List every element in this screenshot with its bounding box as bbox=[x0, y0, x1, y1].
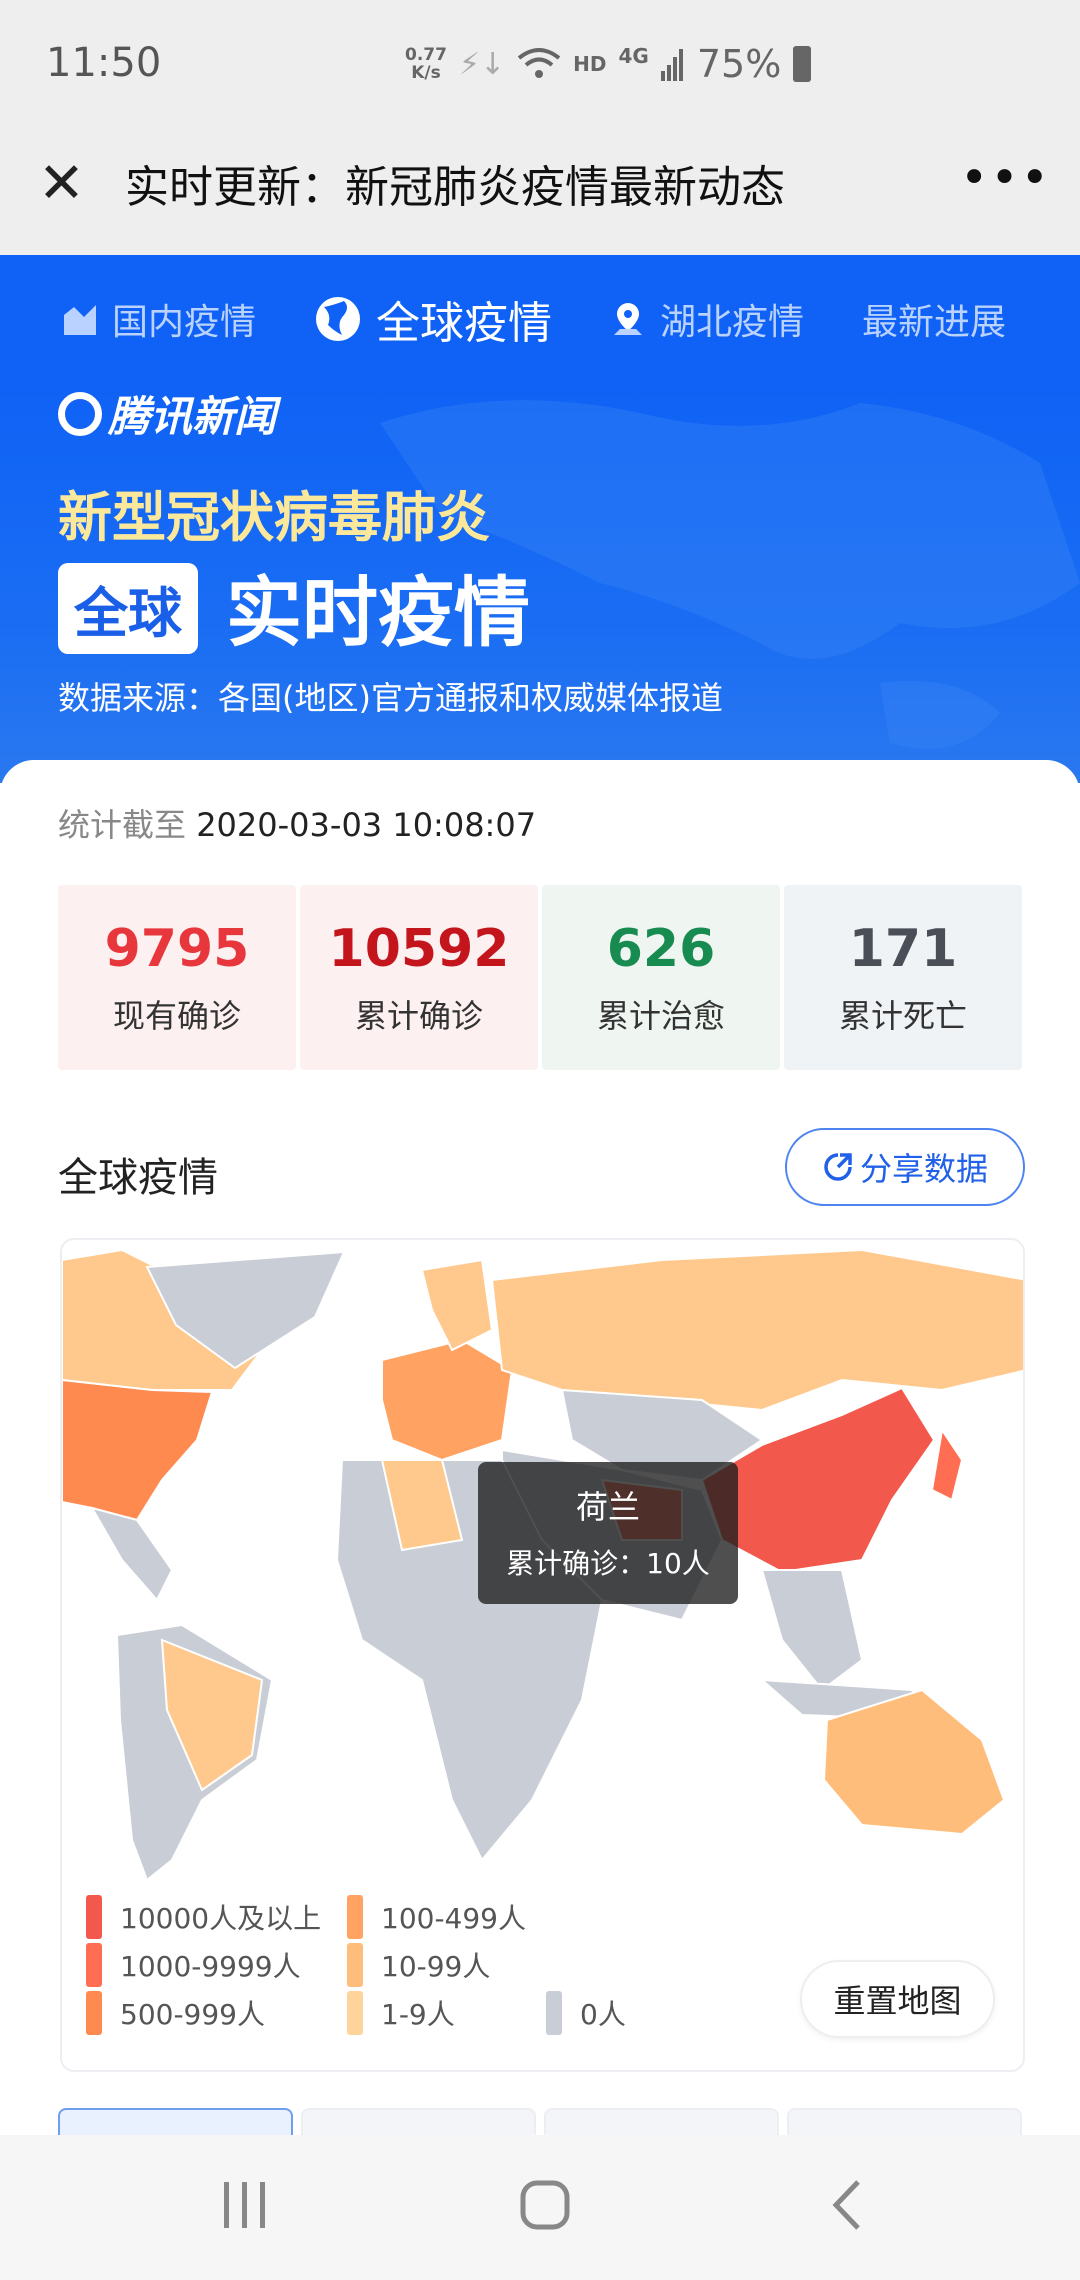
speed-unit: K/s bbox=[411, 63, 441, 83]
stat-total-confirmed: 10592 累计确诊 bbox=[300, 885, 538, 1070]
region-greenland bbox=[145, 1250, 346, 1370]
region-algeria bbox=[380, 1459, 464, 1552]
location-pin-icon bbox=[614, 303, 643, 335]
legend-label: 1000-9999人 bbox=[120, 1950, 301, 1983]
legend-item: 500-999人 bbox=[86, 1991, 265, 2035]
timestamp-value: 2020-03-03 10:08:07 bbox=[196, 806, 537, 844]
tencent-news-logo: 腾讯新闻 bbox=[58, 383, 276, 444]
page-title: 实时更新：新冠肺炎疫情最新动态 bbox=[125, 162, 785, 213]
stat-value: 171 bbox=[848, 918, 958, 979]
nav-tab-hubei[interactable]: 湖北疫情 bbox=[610, 293, 804, 345]
stat-label: 现有确诊 bbox=[112, 996, 241, 1035]
battery-percent: 75% bbox=[696, 42, 782, 86]
nav-label: 最新进展 bbox=[862, 302, 1007, 343]
speed-value: 0.77 bbox=[405, 45, 447, 65]
region-usa bbox=[62, 1378, 214, 1522]
share-label: 分享数据 bbox=[859, 1150, 988, 1188]
map-tooltip: 荷兰 累计确诊：10人 bbox=[478, 1462, 738, 1604]
tooltip-country: 荷兰 bbox=[575, 1488, 640, 1526]
region-scandinavia bbox=[420, 1258, 494, 1352]
chart-icon bbox=[64, 305, 96, 335]
battery-icon bbox=[793, 46, 812, 82]
signal-icon bbox=[660, 49, 683, 81]
stat-label: 累计确诊 bbox=[354, 996, 483, 1035]
legend-swatch bbox=[86, 1943, 102, 1987]
data-source: 数据来源：各国(地区)官方通报和权威媒体报道 bbox=[58, 679, 723, 717]
stat-value: 9795 bbox=[104, 918, 250, 979]
tooltip-value: 累计确诊：10人 bbox=[506, 1547, 710, 1580]
nav-tab-latest[interactable]: 最新进展 bbox=[862, 293, 1006, 345]
stats-timestamp: 统计截至 2020-03-03 10:08:07 bbox=[58, 800, 536, 846]
legend-swatch bbox=[86, 1895, 102, 1939]
nav-tab-global[interactable]: 全球疫情 bbox=[314, 287, 552, 351]
share-data-button[interactable]: 分享数据 bbox=[785, 1128, 1025, 1206]
logo-text: 腾讯新闻 bbox=[108, 392, 277, 441]
legend-item: 1-9人 bbox=[347, 1991, 455, 2035]
region-japan bbox=[930, 1427, 964, 1502]
legend-swatch bbox=[347, 1895, 363, 1939]
stat-total-recovered: 626 累计治愈 bbox=[542, 885, 780, 1070]
legend-item: 100-499人 bbox=[347, 1895, 526, 1939]
region-australia bbox=[822, 1688, 1006, 1836]
system-nav-bar bbox=[0, 2135, 1080, 2280]
hero-banner: 腾讯新闻 新型冠状病毒肺炎 全球 实时疫情 数据来源：各国(地区)官方通报和权威… bbox=[0, 383, 1080, 783]
timestamp-label: 统计截至 bbox=[58, 806, 187, 844]
more-icon[interactable]: ••• bbox=[960, 150, 1051, 206]
status-time: 11:50 bbox=[46, 40, 162, 86]
region-se-asia bbox=[760, 1569, 864, 1692]
globe-icon bbox=[316, 297, 361, 341]
region-mexico bbox=[89, 1506, 174, 1602]
legend-label: 1-9人 bbox=[381, 1998, 455, 2031]
nav-label: 国内疫情 bbox=[112, 302, 257, 343]
reset-map-button[interactable]: 重置地图 bbox=[800, 1960, 995, 2038]
legend-item: 0人 bbox=[546, 1991, 626, 2035]
region-russia bbox=[490, 1248, 1023, 1412]
legend-swatch bbox=[546, 1991, 562, 2035]
network-type: 4G bbox=[618, 44, 649, 68]
banner-tag: 全球 bbox=[58, 563, 198, 654]
recent-apps-icon[interactable] bbox=[222, 2180, 268, 2230]
stat-current-confirmed: 9795 现有确诊 bbox=[58, 885, 296, 1070]
section-title: 全球疫情 bbox=[58, 1155, 218, 1201]
stat-value: 626 bbox=[606, 918, 716, 979]
legend-swatch bbox=[347, 1943, 363, 1987]
banner-subheadline: 实时疫情 bbox=[226, 568, 530, 657]
legend-label: 0人 bbox=[580, 1998, 626, 2031]
region-brazil bbox=[160, 1638, 264, 1792]
legend-label: 500-999人 bbox=[120, 1998, 265, 2031]
stat-label: 累计治愈 bbox=[596, 996, 725, 1035]
legend-item: 1000-9999人 bbox=[86, 1943, 301, 1987]
data-transfer-icon: ⚡︎↓ bbox=[458, 46, 506, 82]
region-china bbox=[700, 1386, 936, 1574]
nav-label: 湖北疫情 bbox=[660, 302, 805, 343]
back-icon[interactable] bbox=[830, 2180, 862, 2230]
home-icon[interactable] bbox=[520, 2180, 570, 2230]
world-map-background bbox=[380, 400, 1080, 749]
network-speed: 0.77 K/s bbox=[405, 46, 447, 82]
stat-total-deaths: 171 累计死亡 bbox=[784, 885, 1022, 1070]
top-nav: 国内疫情 全球疫情 湖北疫情 最新进展 bbox=[0, 255, 1080, 383]
wifi-icon bbox=[517, 48, 561, 78]
legend-label: 10-99人 bbox=[381, 1950, 491, 1983]
legend-label: 100-499人 bbox=[381, 1902, 526, 1935]
legend-swatch bbox=[86, 1991, 102, 2035]
status-bar: 11:50 0.77 K/s ⚡︎↓ HD 4G 75% bbox=[0, 0, 1080, 130]
legend-item: 10000人及以上 bbox=[86, 1895, 321, 1939]
nav-label: 全球疫情 bbox=[376, 298, 553, 349]
stat-label: 累计死亡 bbox=[838, 996, 967, 1035]
title-bar: ✕ 实时更新：新冠肺炎疫情最新动态 ••• bbox=[0, 130, 1080, 255]
region-europe bbox=[381, 1338, 514, 1462]
status-icons: 0.77 K/s ⚡︎↓ HD 4G 75% bbox=[405, 42, 812, 86]
legend-swatch bbox=[347, 1991, 363, 2035]
stats-row: 9795 现有确诊 10592 累计确诊 626 累计治愈 171 累计死亡 bbox=[58, 885, 1022, 1070]
share-icon bbox=[824, 1153, 852, 1181]
hd-badge: HD bbox=[573, 52, 607, 76]
legend-label: 10000人及以上 bbox=[120, 1902, 322, 1935]
legend-item: 10-99人 bbox=[347, 1943, 490, 1987]
stat-value: 10592 bbox=[328, 918, 510, 979]
banner-headline: 新型冠状病毒肺炎 bbox=[58, 486, 490, 549]
nav-tab-domestic[interactable]: 国内疫情 bbox=[62, 293, 256, 345]
close-icon[interactable]: ✕ bbox=[38, 151, 85, 216]
